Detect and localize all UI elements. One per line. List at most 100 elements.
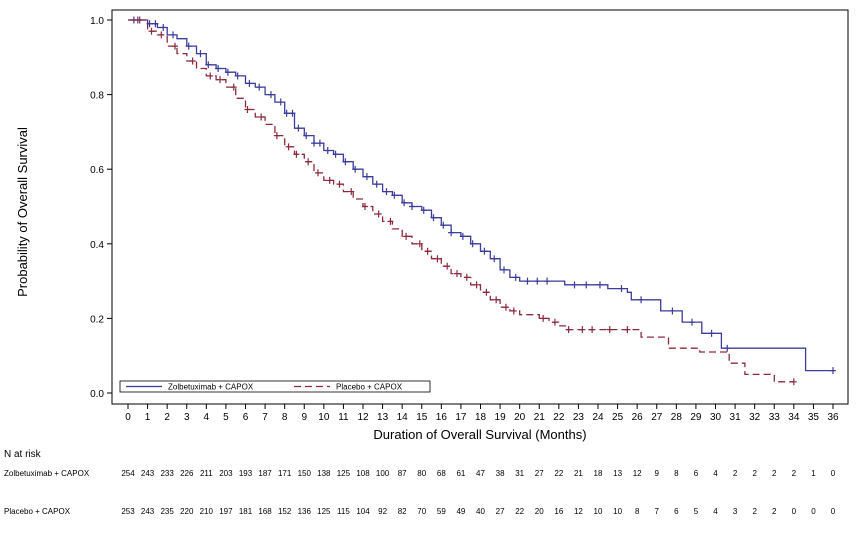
censor-mark — [493, 296, 500, 304]
censor-mark — [501, 266, 507, 274]
censor-mark — [305, 158, 312, 166]
risk-count: 138 — [317, 469, 331, 478]
censor-mark — [324, 147, 331, 155]
censor-mark — [234, 72, 241, 80]
x-tick-label: 7 — [262, 412, 268, 423]
censor-mark — [469, 240, 476, 248]
legend-label: Zolbetuximab + CAPOX — [168, 383, 254, 392]
censor-mark — [724, 344, 731, 352]
risk-table-header: N at risk — [4, 449, 42, 460]
x-tick-label: 5 — [223, 412, 229, 423]
censor-mark — [618, 285, 625, 293]
risk-count: 87 — [398, 469, 407, 478]
censor-mark — [283, 109, 290, 117]
censor-mark — [444, 262, 451, 270]
censor-mark — [314, 169, 321, 177]
risk-count: 0 — [792, 507, 797, 516]
risk-count: 18 — [594, 469, 603, 478]
censor-mark — [596, 281, 603, 289]
x-tick-label: 4 — [204, 412, 210, 423]
risk-count: 2 — [772, 507, 777, 516]
risk-count: 181 — [239, 507, 253, 516]
risk-count: 2 — [733, 469, 738, 478]
risk-count: 12 — [574, 507, 583, 516]
censor-mark — [434, 255, 441, 263]
risk-count: 150 — [298, 469, 312, 478]
risk-count: 40 — [476, 507, 485, 516]
censor-mark — [708, 329, 715, 337]
x-tick-label: 16 — [436, 412, 448, 423]
censor-mark — [230, 83, 237, 91]
legend-box — [119, 380, 431, 393]
x-tick-label: 8 — [282, 412, 288, 423]
x-tick-label: 3 — [184, 412, 190, 423]
risk-count: 20 — [535, 507, 544, 516]
censor-mark — [606, 326, 613, 334]
risk-count: 82 — [398, 507, 407, 516]
x-tick-label: 14 — [397, 412, 409, 423]
censor-mark — [207, 72, 214, 80]
censor-mark — [459, 232, 466, 240]
censor-mark — [473, 281, 480, 289]
risk-count: 59 — [437, 507, 446, 516]
censor-mark — [256, 83, 263, 91]
y-tick-label: 0.4 — [90, 240, 104, 251]
risk-row-label: Zolbetuximab + CAPOX — [4, 469, 90, 478]
risk-count: 0 — [831, 507, 836, 516]
censor-mark — [352, 165, 359, 173]
censor-mark — [391, 191, 398, 199]
censor-mark — [540, 314, 547, 322]
risk-count: 27 — [496, 507, 505, 516]
risk-count: 187 — [258, 469, 272, 478]
risk-count: 1 — [811, 469, 816, 478]
censor-mark — [189, 57, 196, 65]
x-tick-label: 32 — [749, 412, 761, 423]
censor-mark — [589, 326, 596, 334]
risk-count: 7 — [655, 507, 660, 516]
censor-mark — [454, 270, 460, 278]
risk-count: 2 — [772, 469, 777, 478]
censor-mark — [258, 113, 265, 121]
risk-count: 233 — [160, 469, 174, 478]
risk-count: 22 — [515, 507, 524, 516]
x-tick-label: 26 — [632, 412, 644, 423]
censor-mark — [383, 188, 390, 196]
risk-count: 3 — [733, 507, 738, 516]
x-tick-label: 17 — [455, 412, 467, 423]
x-tick-label: 2 — [164, 412, 170, 423]
risk-count: 125 — [337, 469, 351, 478]
censor-mark — [510, 307, 517, 315]
censor-mark — [430, 214, 437, 222]
censor-mark — [448, 229, 455, 237]
risk-count: 4 — [713, 469, 718, 478]
x-tick-label: 31 — [730, 412, 742, 423]
censor-mark — [289, 109, 296, 117]
x-tick-label: 10 — [318, 412, 330, 423]
censor-mark — [502, 303, 509, 311]
censor-mark — [303, 132, 310, 140]
y-axis-title: Probability of Overall Survival — [15, 127, 30, 297]
censor-mark — [332, 150, 339, 158]
censor-mark — [790, 378, 797, 386]
censor-mark — [491, 255, 498, 263]
risk-count: 115 — [337, 507, 350, 516]
risk-count: 6 — [694, 469, 699, 478]
y-tick-label: 0.6 — [90, 165, 104, 176]
risk-count: 16 — [554, 507, 563, 516]
censor-mark — [551, 318, 558, 326]
risk-count: 68 — [437, 469, 446, 478]
risk-count: 226 — [180, 469, 194, 478]
risk-row-label: Placebo + CAPOX — [4, 507, 71, 516]
risk-count: 235 — [160, 507, 174, 516]
censor-mark — [375, 210, 382, 218]
risk-count: 168 — [258, 507, 272, 516]
censor-mark — [373, 180, 380, 188]
censor-mark — [217, 76, 224, 84]
risk-count: 197 — [219, 507, 233, 516]
x-tick-label: 33 — [769, 412, 781, 423]
censor-mark — [401, 199, 408, 207]
series-line-zolbetuximab — [128, 19, 833, 372]
censor-mark — [160, 23, 167, 31]
x-tick-label: 22 — [553, 412, 565, 423]
x-tick-label: 19 — [495, 412, 507, 423]
